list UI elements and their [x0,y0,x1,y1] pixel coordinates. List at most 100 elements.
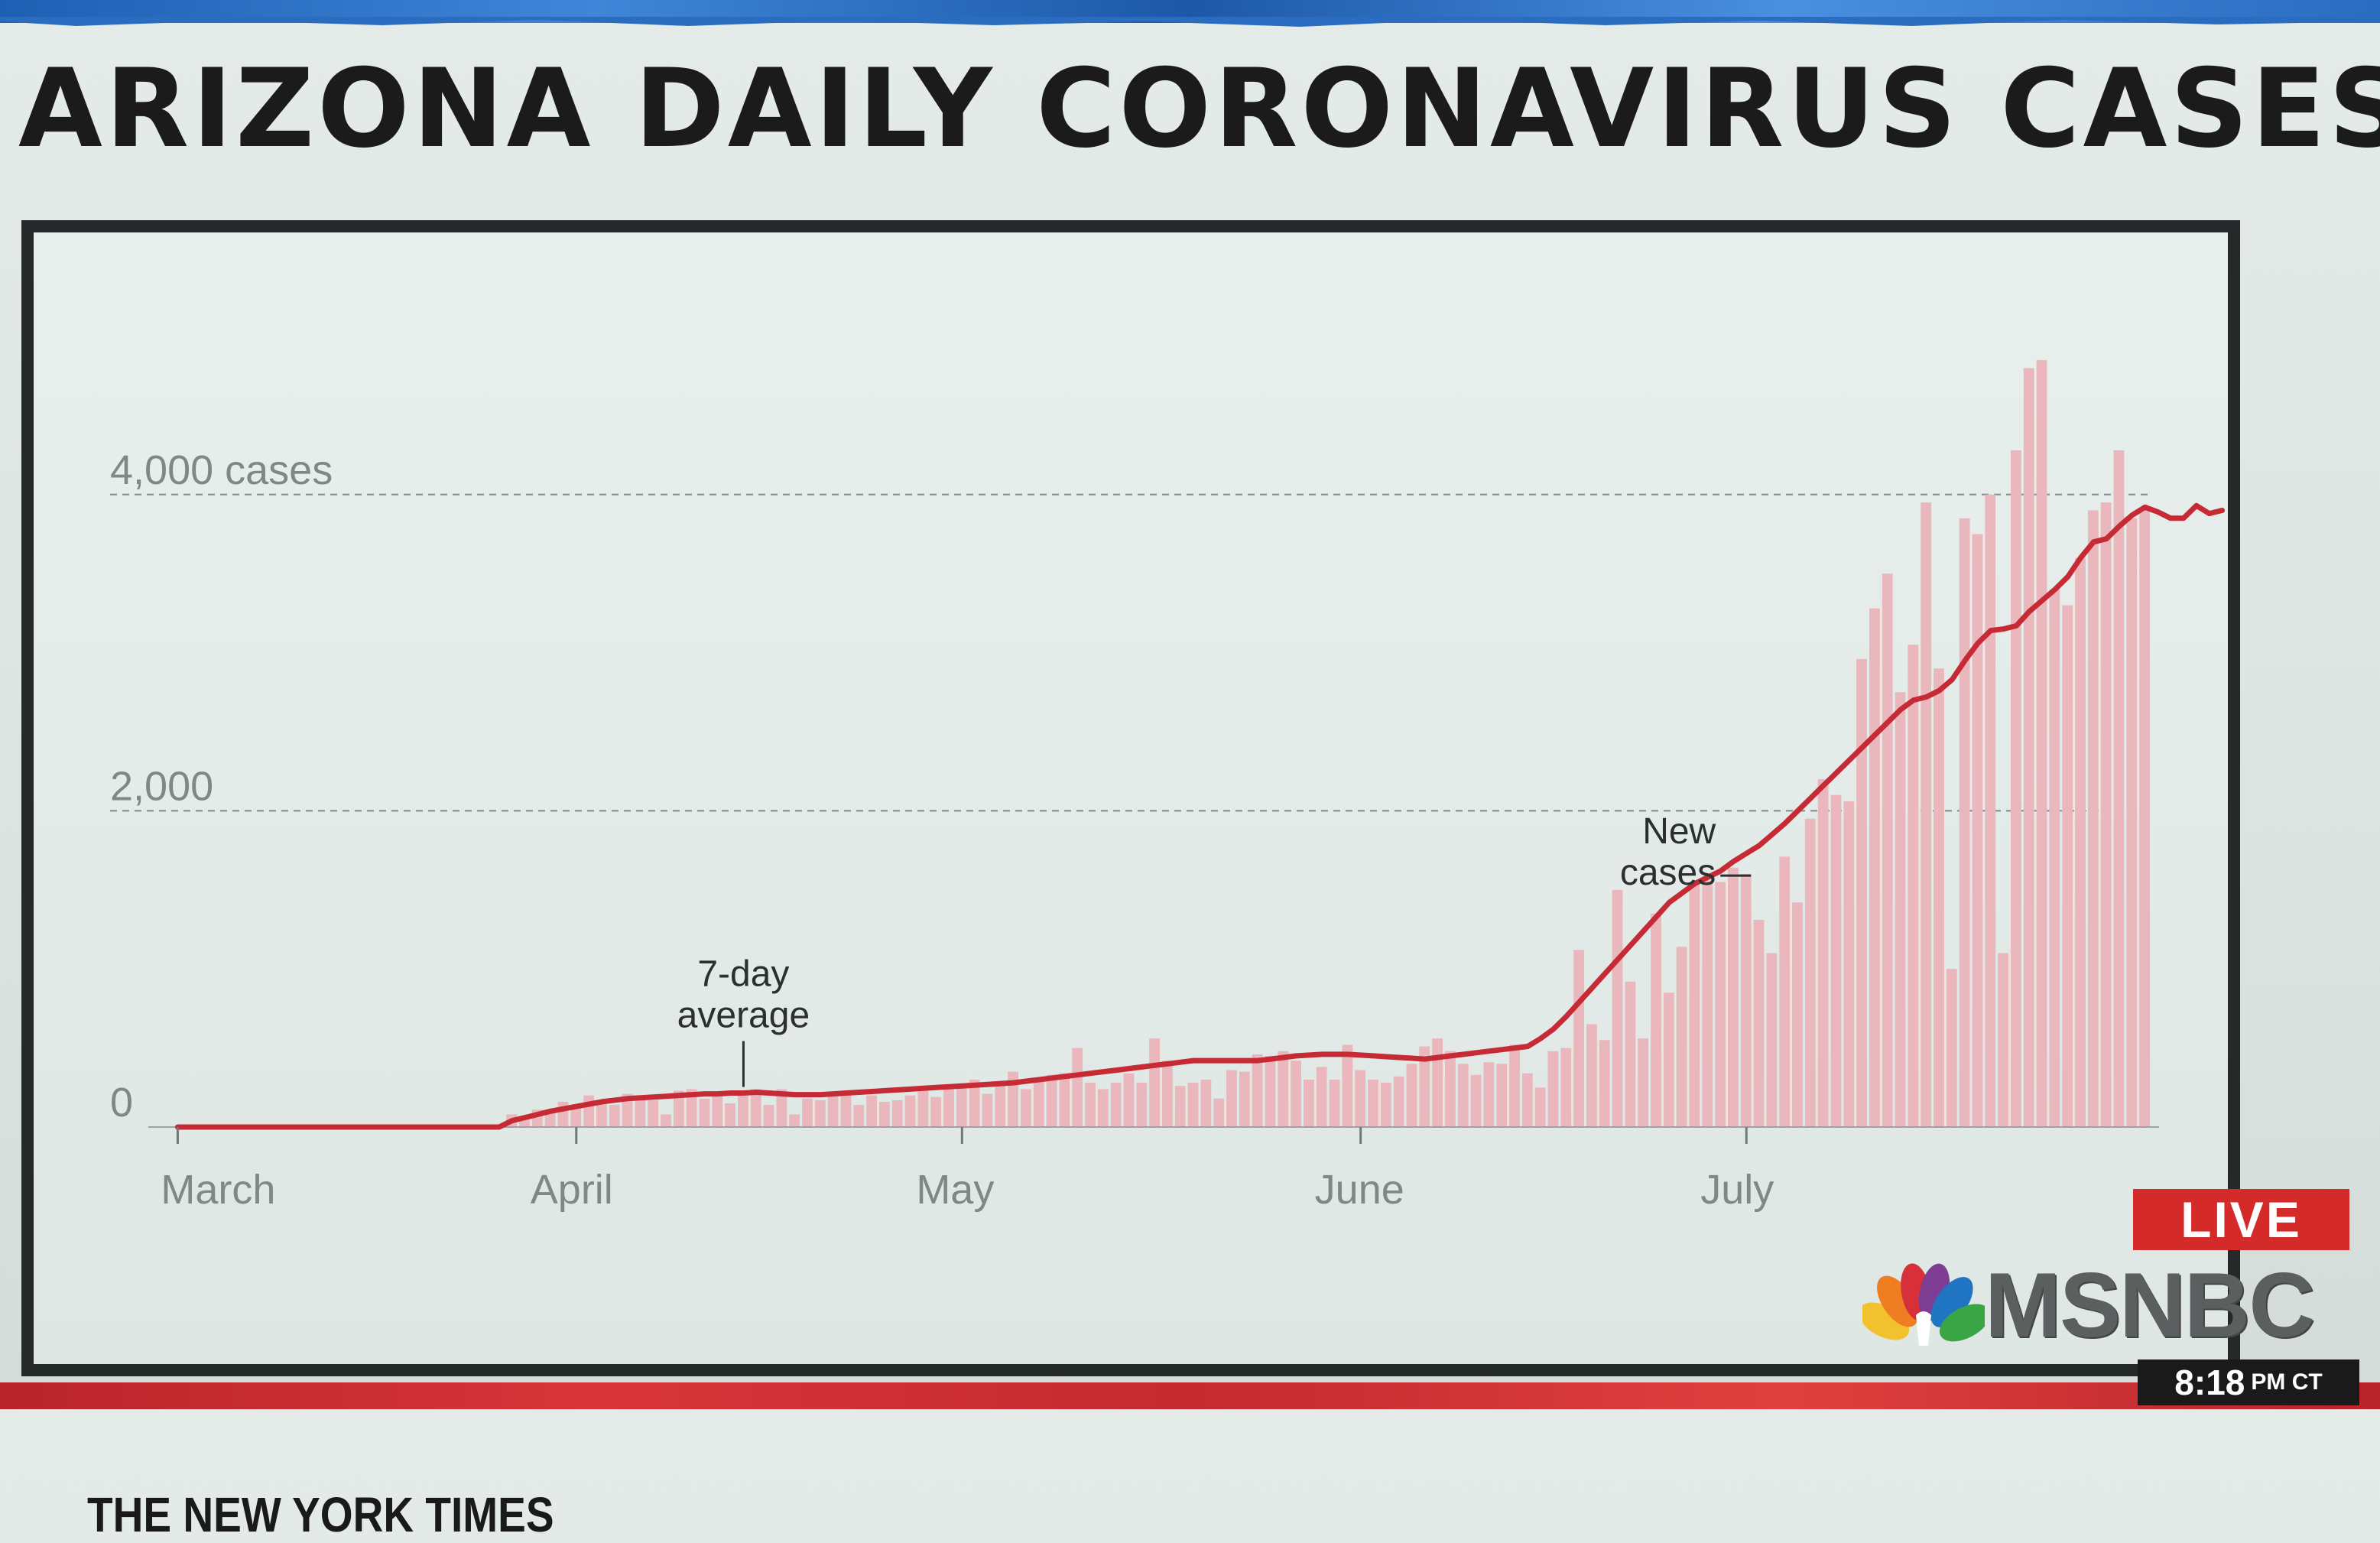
bar [648,1100,659,1127]
bar [2113,450,2125,1127]
network-logo: MSNBC [1862,1254,2352,1357]
bar [1547,1051,1559,1127]
bar [1046,1074,1057,1127]
bar [1097,1089,1109,1127]
bar [1252,1054,1263,1127]
x-tick-label: May [916,1167,994,1213]
bar [2139,510,2150,1127]
bar [866,1095,877,1127]
bar [1304,1079,1314,1127]
bar [840,1090,852,1127]
bar [1380,1083,1391,1127]
bar [1766,953,1778,1127]
bar [1393,1076,1404,1127]
bar [1419,1046,1430,1127]
bar [2062,605,2073,1127]
bar [1291,1061,1301,1127]
bar [2036,360,2047,1127]
bar [1265,1055,1276,1127]
bar [1934,668,1944,1127]
bar [583,1095,594,1127]
annotation-text: 7-day [697,954,789,995]
bar [1445,1051,1456,1127]
bar [1033,1077,1044,1127]
bar [725,1103,735,1127]
bar [1123,1073,1135,1127]
bar [1496,1064,1508,1127]
y-tick-label: 2,000 [110,763,213,809]
bottom-color-band [0,1382,2380,1409]
bar [802,1098,813,1127]
bar [1187,1083,1199,1127]
bar [1985,494,1996,1127]
bar [2100,502,2112,1127]
bar [904,1095,916,1127]
x-tick-label: March [161,1167,275,1213]
bar [686,1089,697,1127]
bar [1856,658,1867,1127]
bar [995,1084,1006,1127]
bar [1921,502,1932,1127]
bar [1638,1038,1649,1127]
bar [1625,981,1636,1127]
annotation-text: cases [1620,853,1716,893]
bar [969,1079,980,1127]
bar [1174,1086,1186,1127]
bar [1830,794,1842,1127]
broadcast-clock: 8:18 PM CT [2138,1359,2359,1405]
bar [1728,867,1739,1127]
bar [1534,1087,1546,1127]
bar [789,1114,800,1127]
bar [2023,368,2034,1127]
bar [1239,1071,1250,1127]
bar [1342,1044,1353,1127]
clock-zone: PM CT [2251,1369,2323,1395]
bar [699,1098,710,1127]
bar [1804,818,1816,1127]
bar [776,1089,787,1127]
bar [2087,510,2099,1127]
bar [956,1086,967,1127]
bar [1599,1040,1610,1127]
bar [1908,645,1919,1127]
bar [544,1113,556,1127]
bar [917,1087,929,1127]
bar [1702,880,1713,1127]
bar [1149,1038,1160,1127]
y-tick-label: 4,000 cases [110,447,333,493]
bar [622,1093,633,1127]
bar [661,1114,671,1127]
y-tick-label: 0 [110,1080,133,1126]
bar [930,1096,942,1127]
network-name: MSNBC [1985,1254,2315,1356]
bar [1586,1024,1597,1127]
bar [1843,801,1855,1127]
clock-time: 8:18 [2174,1363,2245,1402]
bar [1612,889,1623,1127]
annotation-text: New [1642,811,1716,852]
bar [943,1086,954,1127]
bar [1509,1044,1520,1127]
top-band-torn-edge [0,17,2380,27]
bar [853,1105,865,1127]
bar [570,1105,582,1127]
bar [1882,573,1893,1127]
bar [1560,1048,1572,1127]
bar [827,1095,839,1127]
chart-panel: 0 2,000 4,000 cases March April May June July Ne… [21,220,2240,1542]
bar [2049,589,2060,1127]
bar [1946,969,1957,1127]
bar [1869,608,1880,1127]
bar [814,1100,826,1127]
bar [1021,1089,1031,1127]
bar [1355,1070,1366,1127]
bar [1316,1067,1327,1127]
bar [1470,1074,1482,1127]
bar [1162,1061,1173,1127]
bar [879,1101,890,1127]
bar [1085,1083,1096,1127]
bar [2011,450,2021,1127]
bar [1200,1079,1212,1127]
bar [635,1096,646,1127]
bar [1715,882,1726,1127]
